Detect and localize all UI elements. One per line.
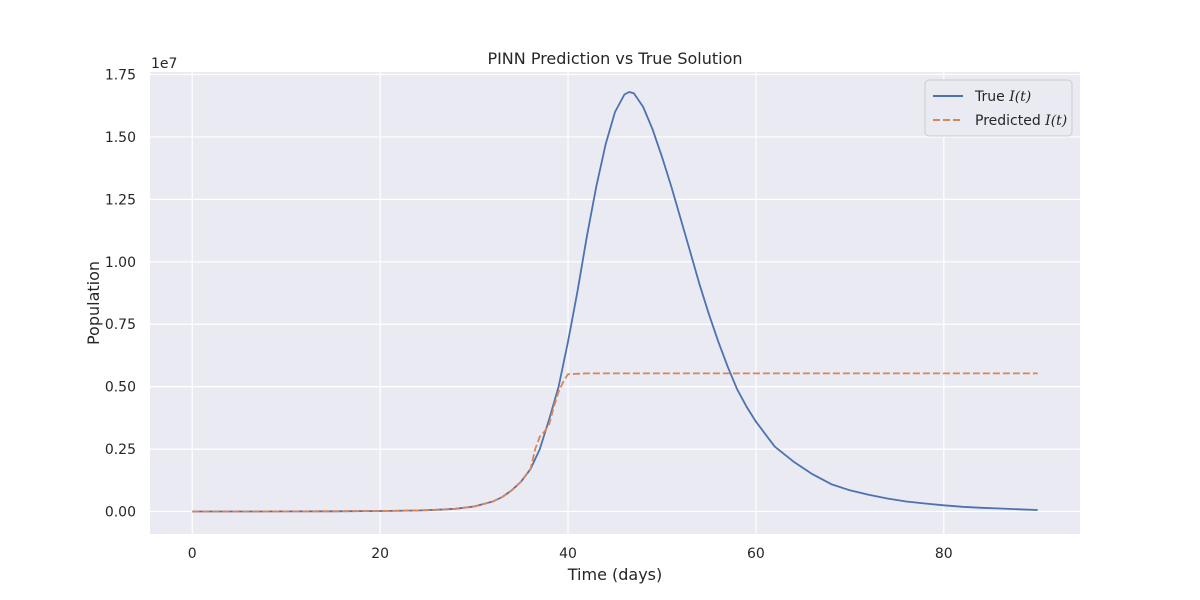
legend-label-true-prefix: True xyxy=(974,89,1009,105)
y-ticks: 0.00 0.25 0.50 0.75 1.00 1.25 1.50 1.75 xyxy=(105,67,136,520)
y-tick-label: 1.25 xyxy=(105,192,136,208)
series-line-predicted xyxy=(192,372,1038,513)
legend-label-predicted-prefix: Predicted xyxy=(975,113,1045,129)
legend-label-predicted-math: I(t) xyxy=(1044,113,1067,129)
x-tick-label: 40 xyxy=(559,546,577,562)
y-tick-label: 1.00 xyxy=(105,255,136,271)
x-axis-label: Time (days) xyxy=(567,565,663,584)
x-tick-label: 80 xyxy=(935,546,953,562)
y-tick-label: 0.25 xyxy=(105,442,136,458)
y-tick-label: 1.50 xyxy=(105,130,136,146)
x-tick-label: 0 xyxy=(188,546,197,562)
legend-frame xyxy=(924,79,1073,137)
series-line-true xyxy=(192,91,1038,513)
x-ticks: 0 20 40 60 80 xyxy=(188,546,953,562)
legend-label-true-math: I(t) xyxy=(1008,89,1031,105)
y-tick-label: 0.50 xyxy=(105,380,136,396)
y-tick-label: 1.75 xyxy=(105,67,136,83)
legend: True I(t) Predicted I(t) xyxy=(924,79,1073,137)
y-tick-label: 0.75 xyxy=(105,317,136,333)
series-layer xyxy=(192,91,1038,513)
plot-area xyxy=(150,72,1080,534)
y-axis-label: Population xyxy=(84,261,103,345)
x-tick-label: 20 xyxy=(371,546,389,562)
y-tick-label: 0.00 xyxy=(105,505,136,521)
x-tick-label: 60 xyxy=(747,546,765,562)
y-offset-label: 1e7 xyxy=(151,56,177,72)
chart-title: PINN Prediction vs True Solution xyxy=(487,49,742,68)
legend-label-true: True I(t) xyxy=(974,89,1031,105)
legend-label-predicted: Predicted I(t) xyxy=(975,113,1067,129)
